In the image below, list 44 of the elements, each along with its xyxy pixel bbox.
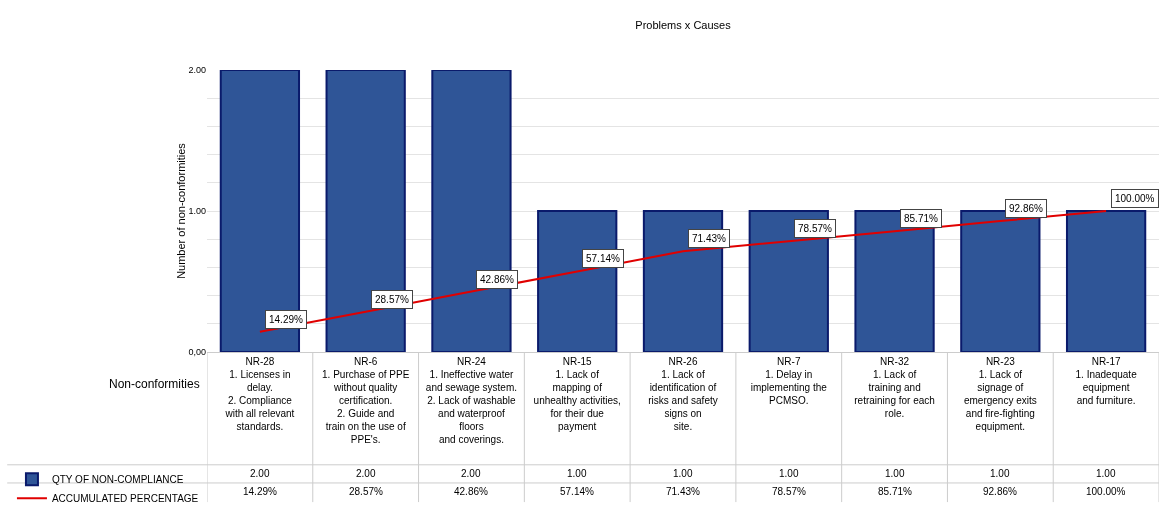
y-tick-label: 0,00 — [188, 347, 206, 358]
data-label: 1.00 — [567, 468, 587, 479]
x-tick-label: NR-17 1. Inadequate equipment and furniture. — [1075, 356, 1138, 406]
x-tick-label: NR-6 1. Purchase of PPE without quality certification. 2. Guide and train on the use of PPE's. — [322, 356, 410, 445]
x-tick-label: NR-28 1. Licenses in delay. 2. Compliance with all relevant standards. — [224, 356, 295, 432]
text: 100.00% — [1115, 193, 1155, 204]
x-tick-label: NR-23 1. Lack of signage of emergency exits and fire-fighting equipment. — [963, 356, 1037, 432]
text: 85.71% — [904, 213, 938, 224]
y-tick-label: 2.00 — [188, 65, 206, 76]
data-label: 1.00 — [1096, 468, 1116, 479]
y-tick-label: 1.00 — [188, 206, 206, 217]
text: 57.14% — [586, 253, 620, 264]
y-axis-title: Number of non-conformities — [175, 142, 188, 279]
text: 92.86% — [1009, 203, 1043, 214]
x-tick-label: NR-24 1. Ineffective water and sewage system. 2. Lack of washable and waterproof floors and coverings. — [425, 356, 518, 445]
data-label: 42.86% — [454, 486, 489, 497]
text: 42.86% — [480, 274, 514, 285]
data-label: 1.00 — [885, 468, 905, 479]
data-label: 78.57% — [772, 486, 807, 497]
text: 78.57% — [798, 223, 832, 234]
legend-label: ACCUMULATED PERCENTAGE — [51, 493, 199, 505]
text: 71.43% — [692, 233, 726, 244]
x-tick-label: NR-7 1. Delay in implementing the PCMSO. — [750, 356, 828, 406]
data-label: 57.14% — [560, 486, 595, 497]
text: 14.29% — [269, 314, 303, 325]
x-tick-label: NR-32 1. Lack of training and retraining for each role. — [854, 356, 935, 419]
data-label: 1.00 — [673, 468, 693, 479]
data-label: 2.00 — [356, 468, 376, 479]
data-label: 2.00 — [461, 468, 481, 479]
data-label: 28.57% — [349, 486, 384, 497]
data-label: 71.43% — [666, 486, 701, 497]
chart-title: Problems x Causes — [635, 18, 732, 31]
data-label: 14.29% — [243, 486, 278, 497]
text: 28.57% — [375, 294, 409, 305]
x-axis-title: Non-conformities — [109, 377, 200, 391]
legend-label: QTY OF NON-COMPLIANCE — [51, 474, 184, 486]
data-label: 1.00 — [779, 468, 799, 479]
data-label: 92.86% — [983, 486, 1018, 497]
x-tick-label: NR-15 1. Lack of mapping of unhealthy activities, for their due payment — [533, 356, 621, 432]
data-label: 85.71% — [878, 486, 913, 497]
data-label: 2.00 — [250, 468, 270, 479]
data-label: 1.00 — [990, 468, 1010, 479]
data-label: 100.00% — [1086, 486, 1126, 497]
x-tick-label: NR-26 1. Lack of identification of risks and safety signs on site. — [648, 356, 718, 432]
